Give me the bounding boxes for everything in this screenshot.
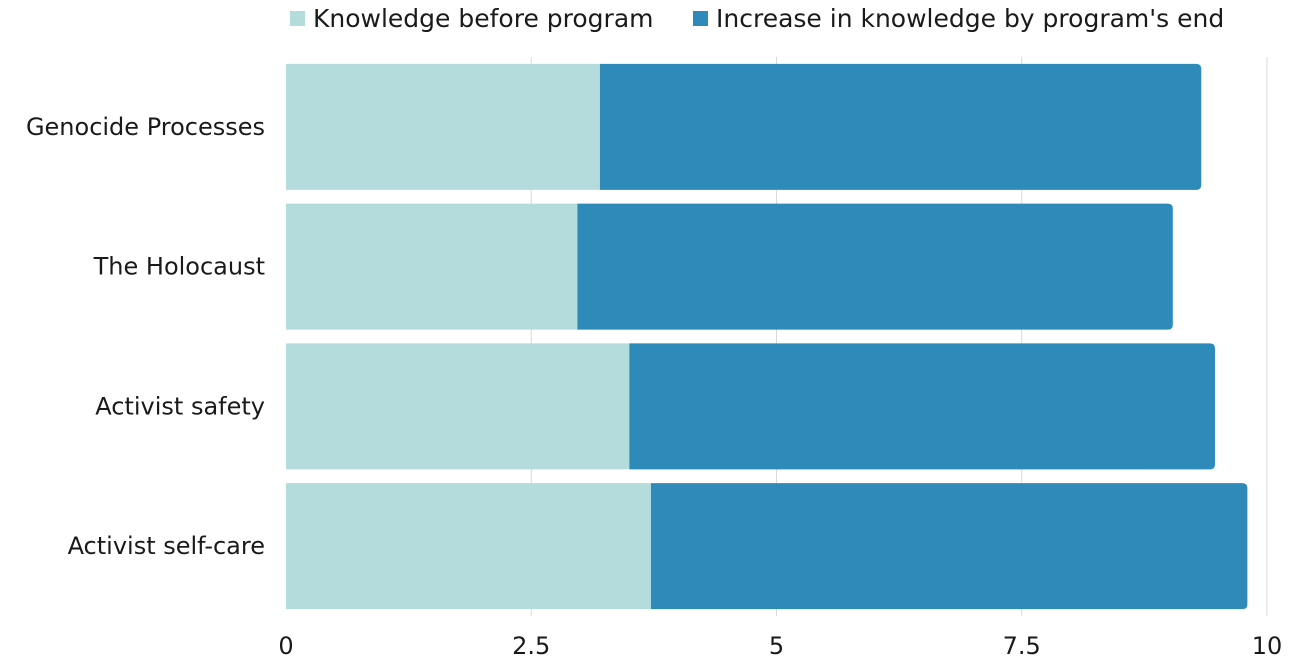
category-labels: Genocide Processes The Holocaust Activist … (26, 113, 265, 560)
legend-swatch-increase (693, 11, 708, 26)
bars (286, 64, 1247, 609)
bar-segment-increase (600, 64, 1201, 190)
legend-label-before: Knowledge before program (313, 4, 654, 33)
category-label: Genocide Processes (26, 113, 265, 141)
x-tick-label: 2.5 (512, 632, 550, 660)
legend-label-increase: Increase in knowledge by program's end (716, 4, 1224, 33)
x-tick-label: 0 (278, 632, 293, 660)
x-tick-label: 5 (769, 632, 784, 660)
x-tick-label: 10 (1252, 632, 1283, 660)
category-label: Activist safety (95, 392, 265, 420)
bar-segment-before (286, 343, 629, 469)
x-tick-label: 7.5 (1003, 632, 1041, 660)
bar-segment-increase (651, 483, 1247, 609)
legend: Knowledge before program Increase in kno… (290, 4, 1224, 33)
bar-segment-increase (629, 343, 1215, 469)
category-label: Activist self-care (68, 532, 265, 560)
x-axis-ticks: 0 2.5 5 7.5 10 (278, 632, 1282, 660)
bar-segment-before (286, 483, 651, 609)
legend-swatch-before (290, 11, 305, 26)
bar-segment-increase (577, 204, 1172, 330)
category-label: The Holocaust (93, 253, 265, 281)
bar-segment-before (286, 64, 600, 190)
bar-segment-before (286, 204, 577, 330)
